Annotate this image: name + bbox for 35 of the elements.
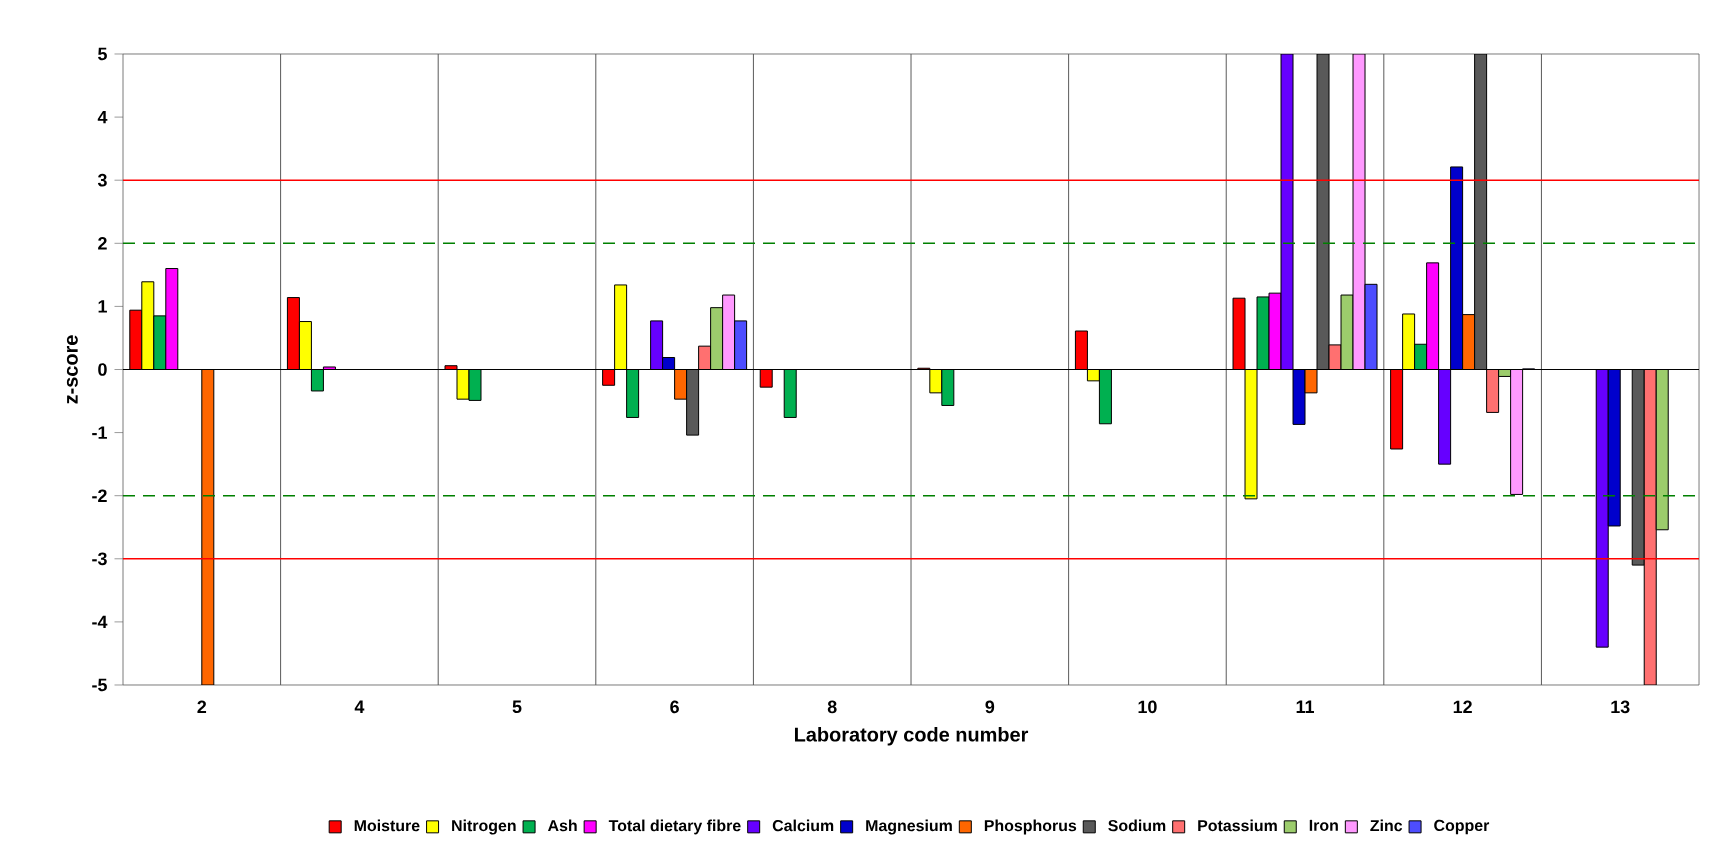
y-tick-label: 0 — [98, 363, 107, 376]
x-tick-label: 8 — [827, 700, 837, 714]
x-tick-label: 9 — [985, 700, 995, 714]
legend-label: Total dietary fibre — [608, 819, 741, 835]
legend-label: Iron — [1309, 819, 1338, 831]
y-tick-label: 1 — [98, 300, 107, 313]
legend-label: Potassium — [1198, 819, 1277, 832]
y-tick-label: -1 — [92, 426, 107, 439]
legend-label: Nitrogen — [452, 819, 516, 835]
x-tick-label: 2 — [197, 700, 207, 714]
x-tick-label: 10 — [1138, 700, 1157, 714]
legend-label: Copper — [1434, 819, 1490, 835]
legend-label: Magnesium — [866, 819, 952, 835]
x-tick-label: 11 — [1296, 700, 1314, 713]
y-tick-label: 2 — [98, 237, 107, 250]
y-tick-label: 3 — [97, 173, 107, 187]
y-tick-label: 4 — [97, 110, 108, 124]
y-tick-label: -2 — [92, 489, 107, 502]
y-tick-label: -4 — [92, 615, 108, 629]
x-axis-title: Laboratory code number — [795, 726, 1029, 746]
x-tick-label: 6 — [670, 700, 679, 714]
legend-label: Ash — [547, 819, 577, 832]
x-tick-label: 13 — [1611, 700, 1630, 714]
legend-label: Zinc — [1370, 819, 1403, 832]
x-tick-label: 4 — [354, 700, 365, 713]
y-axis-title: z-score — [66, 335, 78, 404]
legend-label: Calcium — [772, 819, 834, 832]
legend-label: Sodium — [1108, 819, 1166, 832]
y-tick-label: -3 — [92, 552, 107, 566]
legend-label: Phosphorus — [984, 819, 1077, 835]
x-tick-label: 12 — [1453, 700, 1472, 714]
y-tick-label: -5 — [92, 678, 107, 692]
y-tick-label: 5 — [98, 47, 107, 61]
x-tick-label: 5 — [512, 700, 522, 714]
legend-label: Moisture — [354, 819, 420, 832]
